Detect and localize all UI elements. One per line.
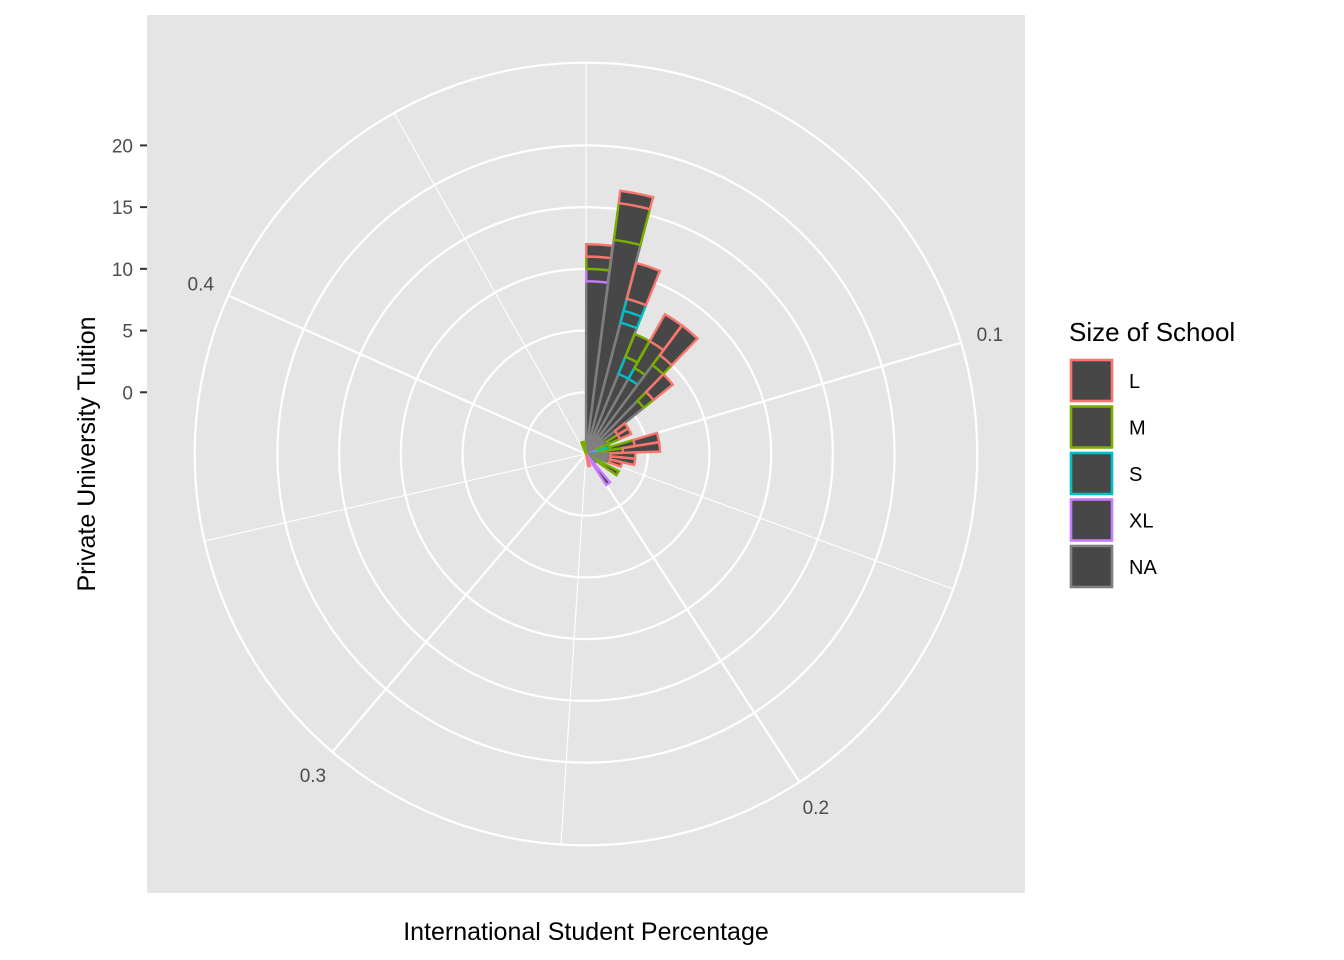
radial-gridline xyxy=(193,61,979,847)
bar-segment-l xyxy=(617,189,655,211)
legend-key-l xyxy=(1069,358,1114,403)
x-axis-title: International Student Percentage xyxy=(403,918,769,946)
bar-segment-m xyxy=(581,440,588,455)
theta-tick-label: 0.4 xyxy=(188,274,215,295)
theta-minor-gridline xyxy=(393,112,587,455)
r-tick-label: 15 xyxy=(112,198,133,219)
legend-items: L M S XL NA xyxy=(1069,358,1157,589)
bars xyxy=(579,189,700,487)
r-tick-label: 5 xyxy=(122,322,133,343)
legend-label-m: M xyxy=(1129,418,1146,440)
theta-gridline xyxy=(227,294,587,456)
radial-gridline xyxy=(276,144,896,764)
r-tick-label: 10 xyxy=(112,260,133,281)
theta-tick-label: 0.3 xyxy=(300,766,326,787)
bar-segment-l xyxy=(608,455,637,467)
theta-tick-label: 0.2 xyxy=(803,798,829,819)
theta-gridline xyxy=(585,453,801,783)
radial-gridline xyxy=(338,206,834,702)
theta-tick-label: 0.1 xyxy=(977,325,1003,346)
theta-gridline xyxy=(331,453,587,753)
bar-segment-l xyxy=(607,458,624,469)
legend-key-s xyxy=(1069,451,1114,496)
bar-segment-l xyxy=(585,242,614,260)
theta-minor-gridline xyxy=(204,453,587,542)
legend-label-na: NA xyxy=(1129,557,1157,579)
legend-key-xl xyxy=(1069,498,1114,542)
legend-label-s: S xyxy=(1129,464,1142,486)
legend-label-xl: XL xyxy=(1129,511,1153,533)
radial-axis: 0 5 10 15 20 xyxy=(112,136,147,404)
bar-segment-l xyxy=(616,426,633,441)
legend-key-na xyxy=(1069,544,1114,589)
bar-segment-l xyxy=(658,323,700,367)
legend-key-m xyxy=(1069,405,1114,449)
theta-axis-labels: 0.1 0.2 0.3 0.4 xyxy=(188,274,1004,819)
bar-segment-l xyxy=(621,440,662,455)
r-tick-label: 0 xyxy=(122,383,133,404)
theta-minor-gridline xyxy=(560,453,587,845)
bar-segment-l xyxy=(625,261,662,307)
theta-minor-gridline xyxy=(585,453,954,590)
legend: Size of School L M S XL NA xyxy=(1069,317,1235,589)
bar-segment-xl xyxy=(584,453,612,487)
y-axis-title: Private University Tuition xyxy=(73,316,101,591)
bar-segment-l xyxy=(584,453,592,468)
bar-segment-l xyxy=(644,372,675,402)
r-tick-label: 20 xyxy=(112,136,133,157)
legend-title: Size of School xyxy=(1069,317,1235,347)
legend-label-l: L xyxy=(1129,371,1140,393)
